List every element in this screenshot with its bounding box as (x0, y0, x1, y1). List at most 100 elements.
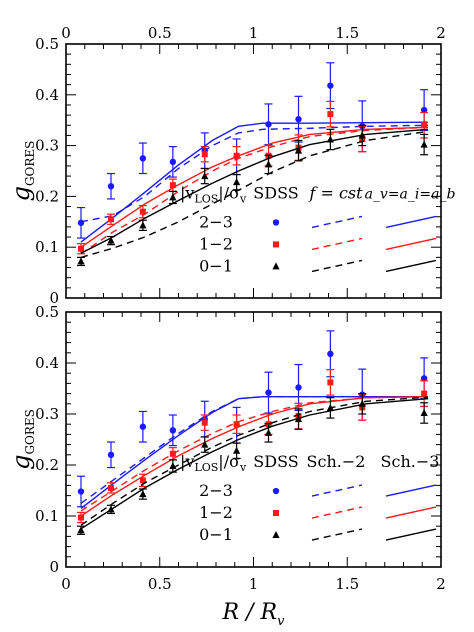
legend-header-data: SDSS (253, 183, 298, 202)
model-curve-dashed (80, 130, 429, 259)
y-tick-label: 0.1 (35, 507, 59, 525)
data-point (107, 505, 115, 513)
legend: |vLOS|/σv SDSS f = cst a_v=a_i=a_b 2−3 1−2 0−1 (180, 183, 455, 275)
data-point (420, 106, 428, 114)
legend-header-model-2: Sch.−3 (381, 452, 440, 471)
legend-dashed-line (311, 237, 363, 251)
data-point (201, 419, 208, 426)
y-tick-label: 0 (49, 558, 59, 576)
data-point (139, 155, 147, 162)
y-tick-label: 0.5 (35, 303, 59, 321)
data-point (326, 135, 334, 143)
legend-solid-line (385, 215, 437, 229)
y-tick-label: 0.5 (35, 35, 59, 53)
legend-dashed-line (311, 528, 363, 541)
data-point (295, 115, 302, 123)
legend-marker (272, 219, 280, 226)
data-point (77, 257, 85, 265)
legend-dashed-line (311, 215, 363, 229)
y-tick-label: 0.4 (35, 86, 59, 104)
y-axis-label-main: g (7, 455, 35, 470)
data-point (139, 490, 147, 498)
x-tick-label: 1 (249, 575, 259, 593)
legend-marker (272, 487, 280, 495)
legend-solid-line (385, 484, 437, 497)
data-point (169, 462, 177, 470)
legend-header-model-2: a_v=a_i=a_b (365, 186, 456, 202)
bottom-panel: 0 0.5 1 1.5 2 0 0.1 0.2 0.3 0.4 0.5 gGORES R / Rv |vL… (7, 303, 446, 629)
legend-row-label: 2−3 (199, 481, 233, 500)
data-point (77, 219, 85, 227)
y-tick-label: 0.4 (35, 354, 59, 372)
x-axis-label-main: R / R (222, 600, 278, 625)
data-point (201, 172, 209, 180)
data-point (139, 477, 146, 484)
y-tick-label: 0.3 (35, 137, 59, 155)
y-axis-label-sub: GORES (23, 409, 37, 454)
data-point (420, 140, 428, 148)
data-point (327, 379, 334, 386)
x-tick-label: 2 (436, 24, 446, 42)
data-point (233, 421, 240, 428)
model-curve-dashed (80, 126, 428, 255)
legend: |vLOS|/σv SDSS Sch.−2 Sch.−3 2−3 1−2 0−1 (180, 452, 439, 544)
top-panel: 0 0.5 1 1.5 20.10.20.30.40.50gGORES|vLOS|/σv… (7, 24, 455, 307)
series-2−3 (77, 330, 429, 509)
legend-header-model-1: Sch.−2 (307, 452, 366, 471)
data-point (169, 427, 177, 434)
model-curve-dashed (80, 124, 428, 223)
legend-marker (273, 241, 279, 248)
data-point (108, 484, 114, 491)
x-tick-label: 2 (436, 575, 446, 593)
legend-row-label: 1−2 (199, 234, 233, 253)
data-point (107, 183, 115, 190)
y-axis-label: gGORES (7, 409, 37, 470)
data-point (295, 384, 302, 391)
data-point (421, 390, 428, 397)
data-point (265, 389, 272, 396)
y-tick-label: 0.2 (35, 456, 59, 474)
data-point (169, 450, 176, 457)
y-tick-label: 0 (49, 289, 59, 307)
data-point (294, 415, 303, 423)
data-point (327, 350, 334, 358)
legend-row-label: 0−1 (199, 256, 233, 275)
y-axis-label-sub: GORES (23, 141, 37, 186)
data-point (201, 440, 209, 448)
legend-header-bins: |vLOS|/σv (180, 183, 247, 205)
data-point (233, 178, 241, 186)
legend-row-label: 0−1 (199, 525, 233, 544)
data-point (107, 451, 115, 458)
data-point (420, 408, 428, 416)
data-point (139, 208, 146, 215)
model-curve-solid (80, 128, 428, 254)
model-curve-solid (80, 121, 428, 243)
data-point (139, 423, 147, 430)
data-point (358, 131, 366, 139)
data-point (201, 151, 208, 158)
series-1−2 (77, 369, 429, 524)
legend-dashed-line (311, 259, 363, 273)
x-tick-label: 0.5 (148, 24, 172, 42)
model-curve-solid (80, 396, 428, 509)
data-point (78, 245, 84, 252)
legend-solid-line (385, 506, 437, 519)
data-point (265, 121, 272, 128)
legend-header-model-1: f = cst (308, 183, 363, 202)
x-tick-label: 0 (61, 24, 71, 42)
y-axis-label-main: g (7, 186, 35, 201)
data-point (77, 488, 85, 495)
data-point (77, 526, 85, 534)
data-point (326, 403, 334, 411)
x-tick-label: 1 (249, 24, 259, 42)
legend-header-data: SDSS (253, 452, 298, 471)
data-point (169, 158, 177, 166)
x-tick-label: 1.5 (335, 575, 359, 593)
data-point (78, 514, 84, 521)
data-point (421, 122, 428, 129)
data-point (139, 221, 147, 229)
data-point (264, 160, 273, 168)
data-point (233, 446, 241, 454)
data-point (327, 111, 334, 118)
